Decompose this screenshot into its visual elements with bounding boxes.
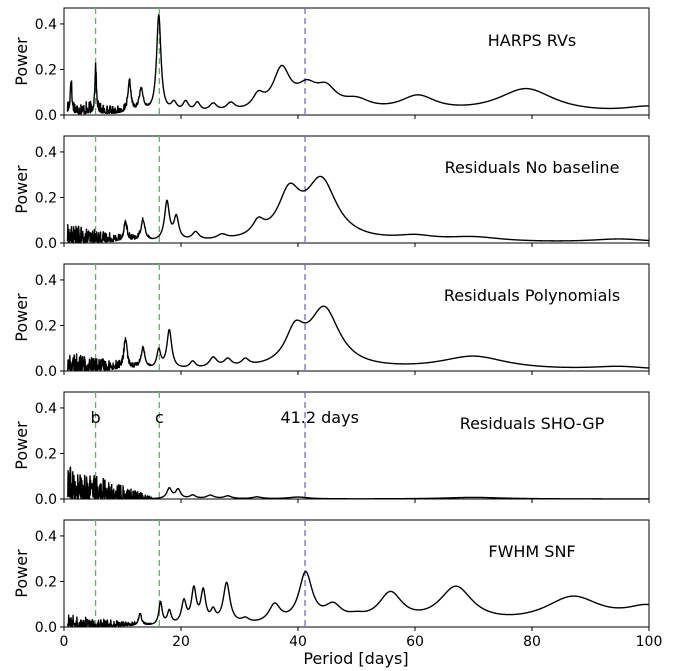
y-tick-label: 0.0 [35,236,57,252]
periodogram-line [66,570,650,628]
y-tick-label: 0.2 [35,190,57,206]
y-tick-label: 0.2 [35,318,57,334]
panel-title: Residuals No baseline [445,158,620,177]
panel-title: HARPS RVs [488,31,577,50]
annotation-label: b [91,408,101,427]
x-tick-label: 60 [406,634,424,650]
y-tick-label: 0.2 [35,574,57,590]
x-axis-ticks: 0 20 40 60 80 100 [60,634,663,650]
periodogram-line [66,305,650,371]
y-tick-label: 0.4 [35,273,57,289]
annotation-label: 41.2 days [280,408,358,427]
x-tick-label: 40 [289,634,307,650]
y-tick-label: 0.4 [35,401,57,417]
x-axis-label: Period [days] [303,649,408,668]
plot-frame [63,263,650,372]
panel-title: Residuals Polynomials [444,286,620,305]
y-axis-label: Power [12,37,31,86]
plot-frame [63,135,650,244]
y-tick-label: 0.4 [35,17,57,33]
y-axis-label: Power [12,549,31,598]
y-axis-label: Power [12,293,31,342]
y-axis-label: Power [12,165,31,214]
plot-frame [63,519,650,628]
y-tick-label: 0.0 [35,364,57,380]
y-tick-label: 0.0 [35,620,57,636]
y-tick-label: 0.0 [35,108,57,124]
y-tick-label: 0.2 [35,62,57,78]
annotation-label: c [155,408,164,427]
x-tick-label: 0 [60,634,69,650]
x-tick-label: 20 [172,634,190,650]
y-axis-label: Power [12,421,31,470]
plot-frame [63,7,650,116]
panel-title: FWHM SNF [488,542,575,561]
x-tick-label: 80 [523,634,541,650]
periodogram-line [66,466,650,500]
x-tick-label: 100 [636,634,663,650]
y-tick-label: 0.4 [35,529,57,545]
panel-title: Residuals SHO-GP [460,414,605,433]
periodogram-line [66,175,650,244]
y-tick-label: 0.2 [35,446,57,462]
periodogram-line [66,13,650,115]
y-tick-label: 0.4 [35,145,57,161]
y-tick-label: 0.0 [35,492,57,508]
